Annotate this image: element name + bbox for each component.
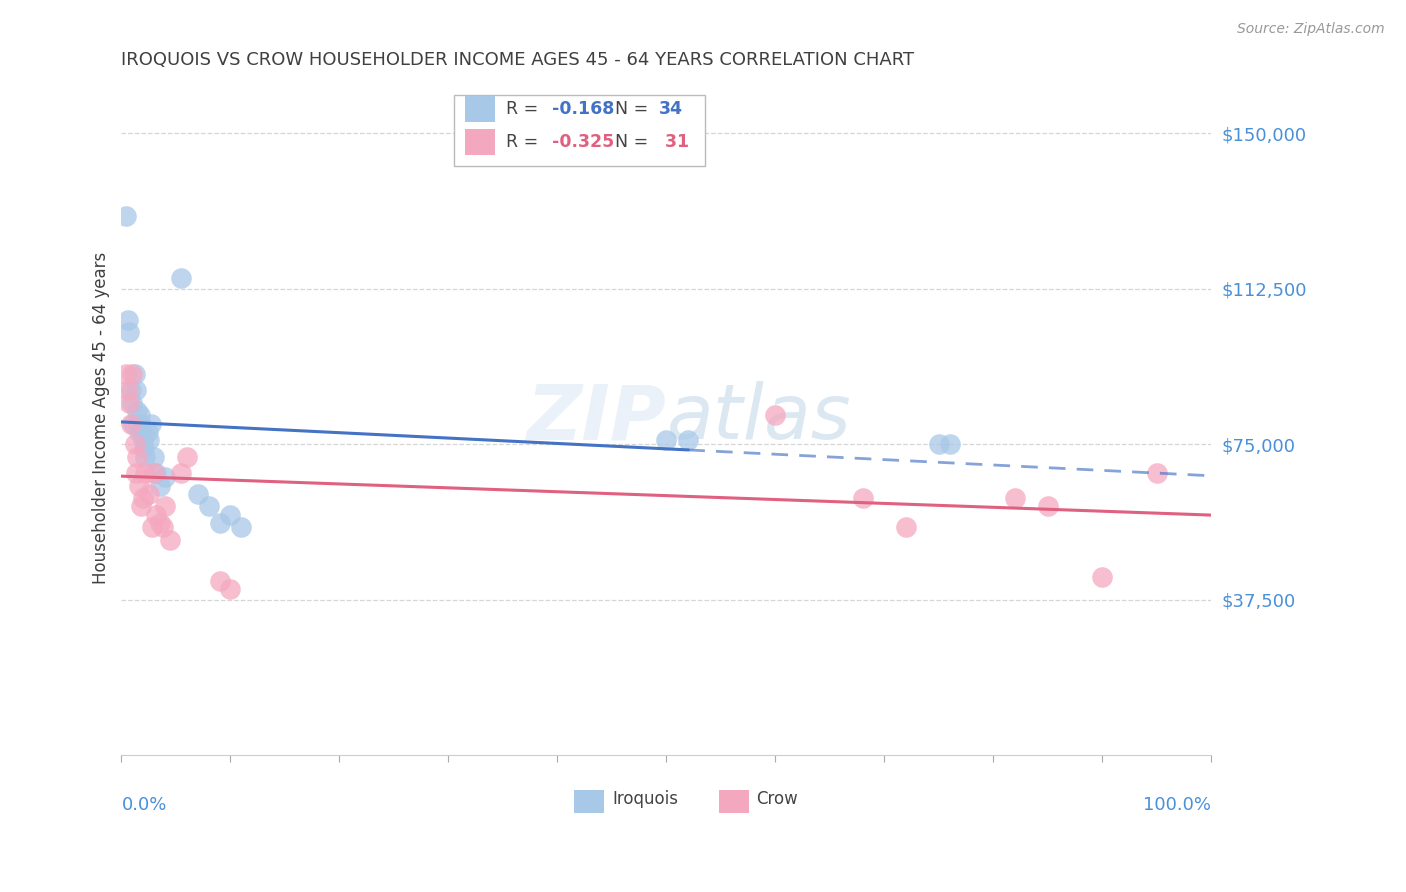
Point: [117, 384, 139, 398]
Text: 34: 34: [659, 100, 683, 118]
Point: [1004, 491, 1026, 506]
FancyBboxPatch shape: [574, 789, 605, 813]
Point: [149, 516, 172, 530]
Point: [118, 326, 141, 340]
Point: [132, 433, 155, 447]
Point: [120, 417, 142, 431]
Point: [145, 508, 167, 522]
Point: [127, 417, 149, 431]
Point: [129, 500, 152, 514]
Text: 31: 31: [659, 133, 689, 151]
Point: [120, 384, 142, 398]
Point: [928, 437, 950, 451]
FancyBboxPatch shape: [465, 96, 495, 121]
Point: [153, 470, 176, 484]
Text: R =: R =: [506, 100, 544, 118]
Point: [125, 450, 148, 464]
Point: [219, 582, 242, 597]
Point: [132, 491, 155, 506]
Point: [152, 520, 174, 534]
Point: [187, 487, 209, 501]
Point: [134, 467, 156, 481]
Point: [170, 271, 193, 285]
Point: [118, 396, 141, 410]
Point: [765, 409, 787, 423]
Point: [139, 417, 162, 431]
Text: atlas: atlas: [666, 382, 851, 455]
Text: Source: ZipAtlas.com: Source: ZipAtlas.com: [1237, 22, 1385, 37]
Text: 100.0%: 100.0%: [1143, 796, 1212, 814]
Point: [159, 533, 181, 547]
Point: [121, 396, 143, 410]
Point: [114, 367, 136, 381]
Point: [124, 384, 146, 398]
Text: 0.0%: 0.0%: [121, 796, 167, 814]
Point: [231, 520, 253, 534]
Point: [128, 479, 150, 493]
Point: [114, 209, 136, 223]
Text: Crow: Crow: [756, 790, 797, 808]
Point: [125, 404, 148, 418]
FancyBboxPatch shape: [465, 129, 495, 155]
Point: [134, 442, 156, 456]
Point: [176, 450, 198, 464]
Point: [197, 500, 219, 514]
Point: [208, 574, 231, 589]
Point: [208, 516, 231, 530]
Point: [121, 367, 143, 381]
FancyBboxPatch shape: [454, 95, 704, 166]
Text: N =: N =: [616, 100, 654, 118]
Point: [124, 437, 146, 451]
Point: [122, 417, 145, 431]
Y-axis label: Householder Income Ages 45 - 64 years: Householder Income Ages 45 - 64 years: [93, 252, 110, 584]
Point: [131, 425, 153, 439]
Point: [145, 467, 167, 481]
Point: [134, 450, 156, 464]
Point: [143, 467, 166, 481]
Point: [655, 433, 678, 447]
Point: [153, 500, 176, 514]
Point: [1091, 570, 1114, 584]
Text: -0.168: -0.168: [553, 100, 614, 118]
Point: [129, 409, 152, 423]
Point: [676, 433, 699, 447]
Text: N =: N =: [616, 133, 654, 151]
Point: [896, 520, 918, 534]
Text: Iroquois: Iroquois: [612, 790, 678, 808]
Text: ZIP: ZIP: [527, 382, 666, 455]
Point: [124, 467, 146, 481]
Point: [852, 491, 875, 506]
Text: R =: R =: [506, 133, 544, 151]
FancyBboxPatch shape: [718, 789, 749, 813]
Point: [138, 433, 160, 447]
Point: [1036, 500, 1059, 514]
Point: [129, 417, 152, 431]
Point: [138, 487, 160, 501]
Point: [136, 425, 159, 439]
Point: [124, 367, 146, 381]
Point: [143, 450, 166, 464]
Text: IROQUOIS VS CROW HOUSEHOLDER INCOME AGES 45 - 64 YEARS CORRELATION CHART: IROQUOIS VS CROW HOUSEHOLDER INCOME AGES…: [121, 51, 914, 69]
Point: [141, 520, 163, 534]
Text: -0.325: -0.325: [553, 133, 614, 151]
Point: [149, 479, 172, 493]
Point: [1146, 467, 1168, 481]
Point: [219, 508, 242, 522]
Point: [117, 313, 139, 327]
Point: [939, 437, 962, 451]
Point: [128, 425, 150, 439]
Point: [170, 467, 193, 481]
